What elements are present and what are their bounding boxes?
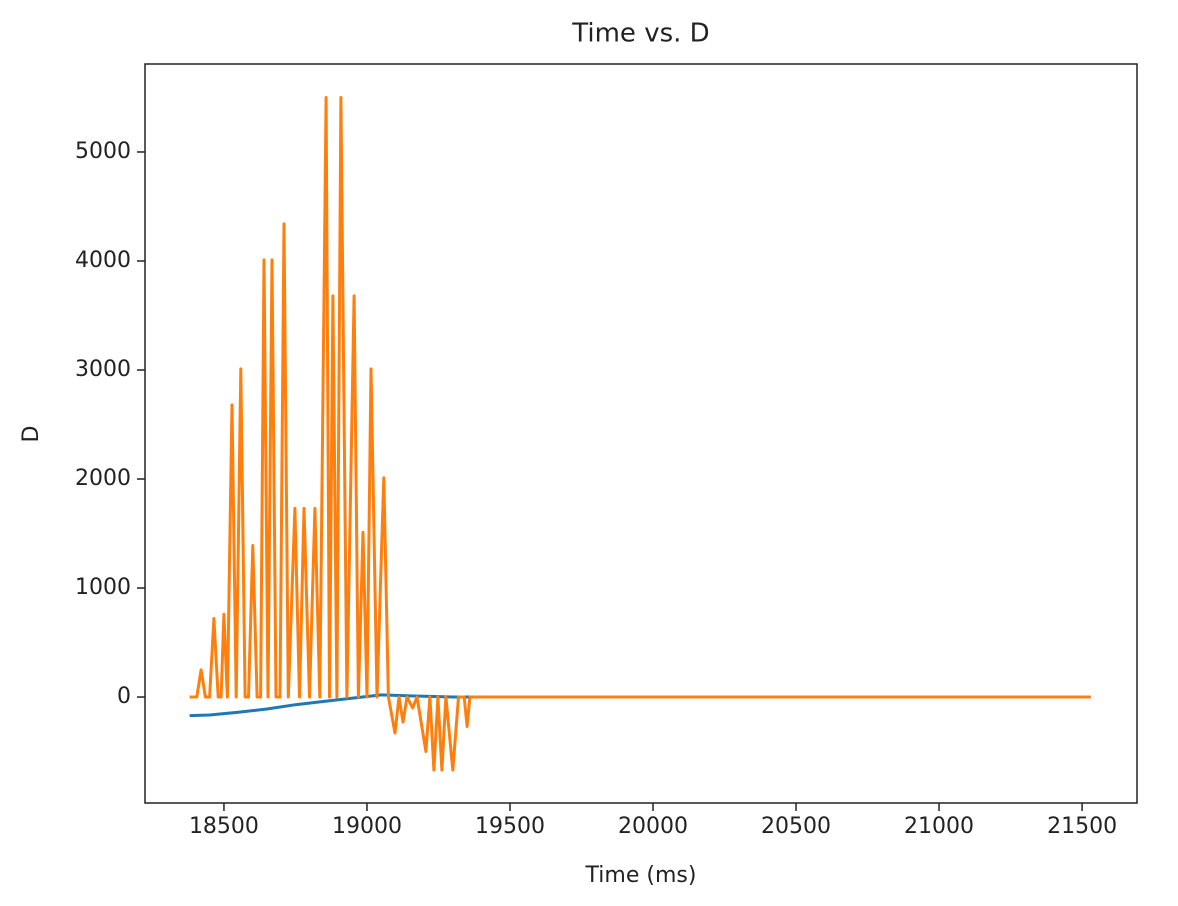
chart-title: Time vs. D	[571, 19, 709, 49]
y-axis-label: D	[19, 426, 44, 443]
plot-frame	[144, 63, 1138, 804]
x-tick-label: 19500	[475, 814, 545, 839]
x-tick-label: 20000	[618, 814, 688, 839]
y-tick-label: 2000	[75, 466, 131, 491]
y-tick-label: 4000	[75, 248, 131, 273]
y-tick-label: 3000	[75, 357, 131, 382]
y-tick-label: 0	[117, 684, 131, 709]
y-tick-label: 1000	[75, 575, 131, 600]
x-tick-label: 18500	[189, 814, 259, 839]
x-tick-label: 21500	[1047, 814, 1117, 839]
x-axis-label: Time (ms)	[585, 863, 697, 888]
x-tick-label: 19000	[332, 814, 402, 839]
x-tick-label: 20500	[761, 814, 831, 839]
y-tick-label: 5000	[75, 139, 131, 164]
x-tick-label: 21000	[904, 814, 974, 839]
series-line	[189, 96, 1091, 772]
